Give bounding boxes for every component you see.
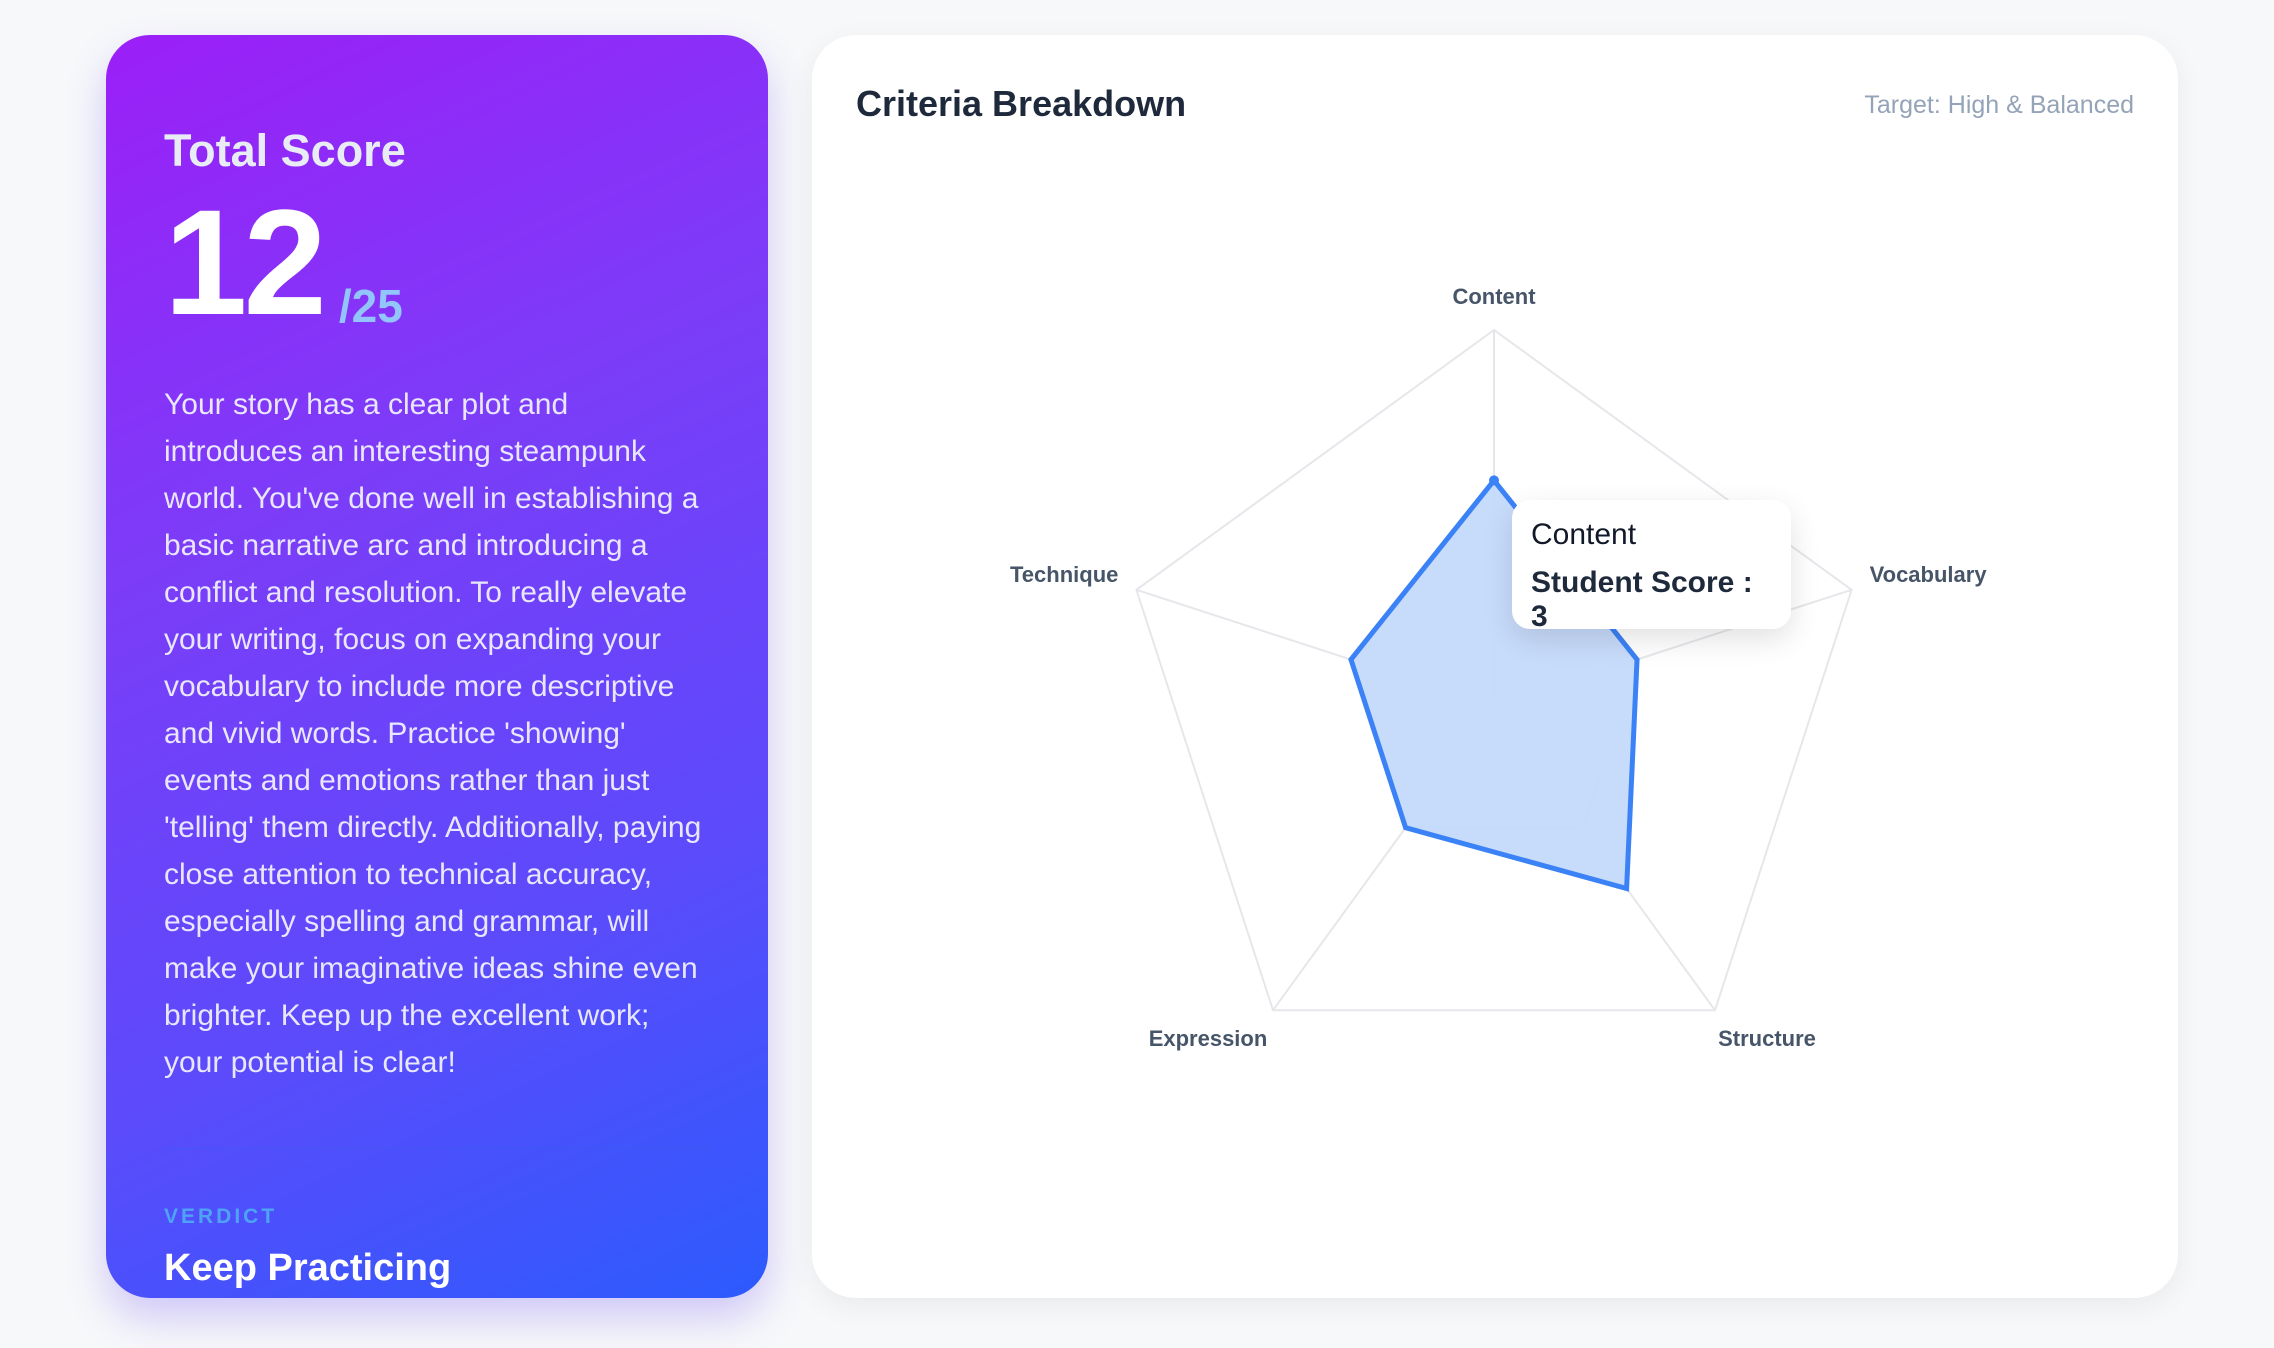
verdict-label: VERDICT [164,1205,278,1228]
score-display: 12 /25 [164,187,710,337]
axis-label: Expression [1149,1026,1268,1051]
verdict-value: Keep Practicing [164,1247,452,1289]
total-score-title: Total Score [164,125,406,176]
axis-label: Structure [1718,1026,1816,1051]
axis-label: Technique [1010,562,1118,587]
tooltip-value: Student Score : 3 [1531,566,1753,633]
feedback-text: Your story has a clear plot and introduc… [164,388,702,1079]
total-score-card: Total Score 12 /25 Your story has a clea… [106,35,768,1298]
axis-label: Content [1452,284,1536,309]
panel-title: Criteria Breakdown [856,83,1187,124]
score-max: /25 [338,280,403,332]
tooltip-label: Content [1531,518,1637,551]
divider [164,1148,710,1149]
grid-ring [1135,328,1853,1012]
axis-label: Vocabulary [1870,562,1988,587]
data-point [1489,475,1499,486]
chart-tooltip: Content Student Score : 3 [1512,500,1791,633]
score-value: 12 [164,178,327,346]
target-label: Target: High & Balanced [1864,91,2134,119]
